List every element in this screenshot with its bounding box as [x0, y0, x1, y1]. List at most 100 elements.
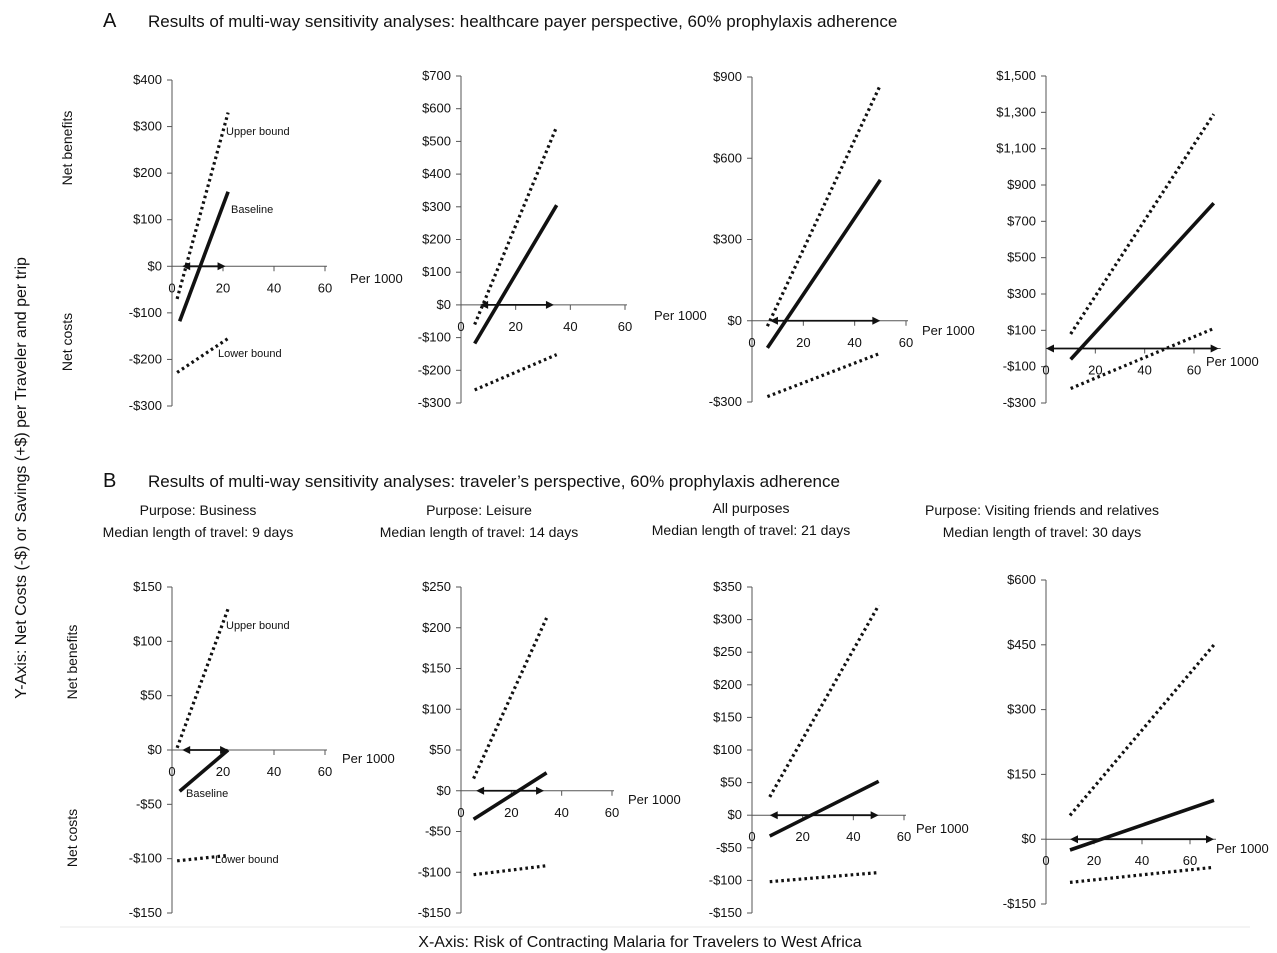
chart-7-x-tick-label: 0 — [748, 829, 755, 844]
chart-2-line-upper — [473, 126, 559, 326]
chart-2-x-tick-label: 20 — [508, 319, 522, 334]
chart-1-y-tick-label: $300 — [133, 119, 162, 134]
chart-8-y-tick-label: $300 — [1007, 702, 1036, 717]
chart-1-x-tick-label: 40 — [267, 280, 281, 295]
chart-7-y-tick-label: $350 — [713, 579, 742, 594]
chart-4-y-tick-label: $300 — [1007, 286, 1036, 301]
chart-6-y-tick-label: -$150 — [418, 905, 451, 920]
chart-8-y-tick-label: $450 — [1007, 637, 1036, 652]
chart-7-x-axis-label: Per 1000 — [916, 821, 969, 836]
chart-5-y-tick-label: $100 — [133, 633, 162, 648]
chart-8-x-tick-label: 20 — [1087, 853, 1101, 868]
chart-2-y-tick-label: $0 — [437, 297, 451, 312]
chart-8-y-tick-label: -$150 — [1003, 896, 1036, 911]
chart-5-x-axis-label: Per 1000 — [342, 751, 395, 766]
chart-8-y-tick-label: $150 — [1007, 766, 1036, 781]
chart-1-range-arrow-right-head — [217, 262, 226, 271]
chart-6-y-tick-label: $0 — [437, 783, 451, 798]
chart-2-y-tick-label: $500 — [422, 133, 451, 148]
chart-3-x-axis-label: Per 1000 — [922, 323, 975, 338]
chart-7-range-arrow-left-head — [769, 811, 778, 820]
chart-5-x-tick-label: 0 — [168, 764, 175, 779]
chart-8-x-tick-label: 0 — [1042, 853, 1049, 868]
chart-5-x-tick-label: 20 — [216, 764, 230, 779]
chart-3-x-tick-label: 0 — [748, 335, 755, 350]
chart-6-x-tick-label: 60 — [605, 805, 619, 820]
chart-4-x-tick-label: 0 — [1042, 363, 1049, 378]
annotation-upper-bound-b: Upper bound — [226, 620, 290, 632]
chart-3-line-upper — [765, 84, 882, 327]
chart-3-x-tick-label: 20 — [796, 335, 810, 350]
side-label-net-benefits-b: Net benefits — [64, 625, 80, 700]
chart-2-y-tick-label: $200 — [422, 232, 451, 247]
chart-1-x-axis-label: Per 1000 — [350, 271, 403, 286]
chart-4-x-tick-label: 60 — [1187, 363, 1201, 378]
side-label-net-costs-a: Net costs — [59, 313, 75, 371]
chart-1-line-baseline — [177, 191, 230, 322]
chart-8-x-tick-label: 60 — [1183, 853, 1197, 868]
chart-5-y-tick-label: $150 — [133, 579, 162, 594]
annotation-baseline-b: Baseline — [186, 788, 228, 800]
chart-5-range-arrow-left-head — [182, 746, 191, 754]
chart-6-y-tick-label: $150 — [422, 661, 451, 676]
chart-7-line-upper — [768, 604, 881, 798]
chart-5-y-tick-label: -$100 — [129, 851, 162, 866]
chart-7-y-tick-label: $250 — [713, 644, 742, 659]
chart-7-line-baseline — [768, 779, 880, 838]
chart-2-y-tick-label: $100 — [422, 264, 451, 279]
chart-8-range-arrow-right-head — [1206, 835, 1214, 844]
chart-6-x-tick-label: 40 — [554, 805, 568, 820]
chart-2-y-tick-label: $400 — [422, 166, 451, 181]
chart-4-range-arrow-left-head — [1046, 344, 1054, 353]
chart-3-range-arrow-right-head — [872, 316, 881, 325]
chart-7-x-tick-label: 60 — [897, 829, 911, 844]
chart-6-y-tick-label: $200 — [422, 620, 451, 635]
chart-1-range-arrow-left-head — [182, 262, 191, 271]
panel-a-letter: A — [103, 10, 117, 32]
column-header-2-length: Median length of travel: 14 days — [380, 524, 578, 540]
annotation-baseline-a: Baseline — [231, 204, 273, 216]
chart-4-y-tick-label: -$300 — [1003, 395, 1036, 410]
chart-5-range-arrow-right-head — [220, 746, 229, 754]
chart-2-y-tick-label: -$100 — [418, 330, 451, 345]
annotation-upper-bound-a: Upper bound — [226, 126, 290, 138]
chart-1-y-tick-label: $400 — [133, 72, 162, 87]
chart-6-y-tick-label: $100 — [422, 701, 451, 716]
chart-7-y-tick-label: $100 — [713, 742, 742, 757]
chart-1-line-lower-bound — [176, 337, 229, 374]
chart-4-y-tick-label: -$100 — [1003, 359, 1036, 374]
side-label-net-costs-b: Net costs — [64, 809, 80, 867]
chart-5-line-baseline — [178, 748, 230, 793]
chart-7-y-tick-label: $50 — [720, 775, 742, 790]
chart-5-y-tick-label: $0 — [148, 742, 162, 757]
chart-6-line-baseline — [472, 771, 548, 821]
chart-5-x-tick-label: 40 — [267, 764, 281, 779]
chart-1-line-upper-bound — [175, 112, 230, 300]
chart-4-y-tick-label: $1,100 — [996, 141, 1036, 156]
chart-1-y-tick-label: -$300 — [129, 398, 162, 413]
chart-2-line-lower — [474, 353, 558, 392]
chart-7-x-tick-label: 20 — [795, 829, 809, 844]
chart-7-x-tick-label: 40 — [846, 829, 860, 844]
chart-6-y-tick-label: $50 — [429, 742, 451, 757]
chart-8-line-lower — [1069, 865, 1215, 884]
chart-2-y-tick-label: $700 — [422, 68, 451, 83]
panel-a-title: Results of multi-way sensitivity analyse… — [148, 12, 897, 31]
chart-4-line-lower — [1070, 327, 1215, 390]
chart-7-y-tick-label: $0 — [728, 807, 742, 822]
chart-2-y-tick-label: $300 — [422, 199, 451, 214]
chart-4-y-tick-label: $100 — [1007, 322, 1036, 337]
chart-7-range-arrow-right-head — [870, 811, 879, 820]
chart-8-y-tick-label: $600 — [1007, 572, 1036, 587]
chart-7-y-tick-label: -$100 — [709, 872, 742, 887]
column-header-1-purpose: Purpose: Business — [140, 502, 257, 518]
chart-1-x-tick-label: 20 — [216, 280, 230, 295]
chart-4-y-tick-label: $900 — [1007, 177, 1036, 192]
chart-7-y-tick-label: $150 — [713, 709, 742, 724]
chart-7-y-tick-label: $300 — [713, 612, 742, 627]
chart-3-y-tick-label: $600 — [713, 150, 742, 165]
chart-3-line-lower — [766, 351, 881, 399]
chart-4-y-tick-label: $700 — [1007, 213, 1036, 228]
chart-8-line-baseline — [1069, 798, 1215, 852]
global-x-axis-title: X-Axis: Risk of Contracting Malaria for … — [418, 934, 862, 951]
